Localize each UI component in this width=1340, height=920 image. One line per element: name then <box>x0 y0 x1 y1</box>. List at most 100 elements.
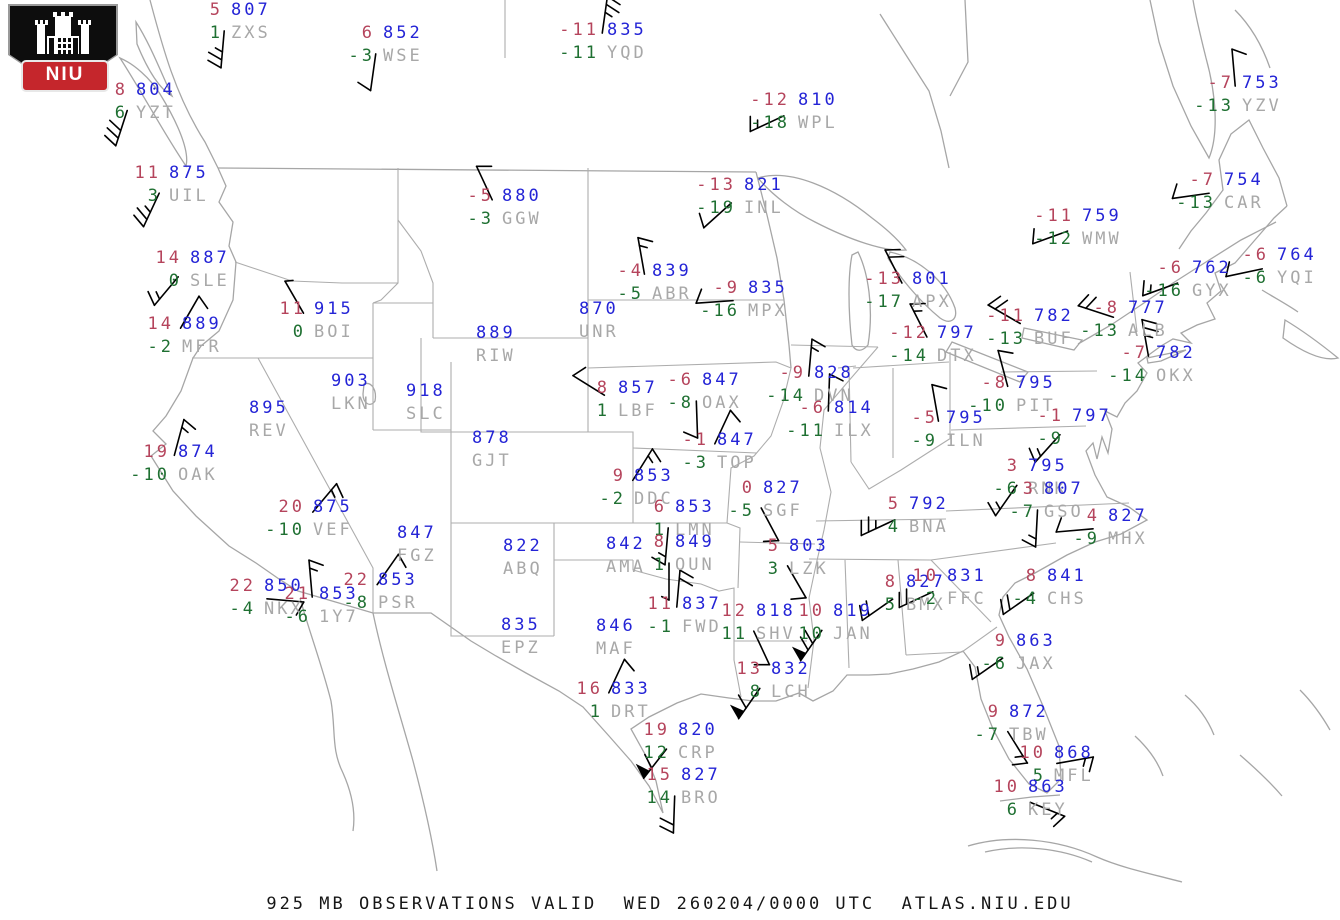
station-height: 903 <box>331 371 371 391</box>
coastlines <box>118 0 1340 883</box>
station-dewpoint: 11 <box>721 624 748 644</box>
station-id: BMX <box>906 595 946 615</box>
station-height: 827 <box>906 572 946 592</box>
station-dewpoint: 4 <box>887 517 901 537</box>
station-plot-bna: 5 792 4 BNA <box>855 493 967 539</box>
station-id: ILX <box>834 421 874 441</box>
station-temperature: 15 <box>646 765 673 785</box>
station-plot-bmx: 8 827 5 BMX <box>852 571 964 617</box>
wind-barb-pit <box>997 349 1014 388</box>
station-temperature: 13 <box>736 659 763 679</box>
station-plot-unr: 870 UNR <box>525 298 637 344</box>
station-id: DRT <box>611 702 651 722</box>
station-height: 835 <box>607 20 647 40</box>
station-dewpoint: -11 <box>786 421 826 441</box>
station-height: 874 <box>178 442 218 462</box>
station-height: 842 <box>606 534 646 554</box>
station-id: UNR <box>579 322 619 342</box>
station-plot-abq: 822 ABQ <box>449 535 561 581</box>
station-id: UIL <box>169 186 209 206</box>
station-dewpoint: -14 <box>1108 366 1148 386</box>
wind-barb-wse <box>357 53 377 92</box>
station-height: 819 <box>833 601 873 621</box>
station-height: 782 <box>1034 306 1074 326</box>
station-plot-drt: 16 833 1 DRT <box>557 678 669 724</box>
wind-barb-alb <box>1077 294 1115 319</box>
station-plot-chs: 8 841 -4 CHS <box>993 565 1105 611</box>
station-id: RIW <box>476 346 516 366</box>
station-plot-crp: 19 820 12 CRP <box>624 719 736 765</box>
station-id: FGZ <box>397 546 437 566</box>
station-temperature: 10 <box>1019 743 1046 763</box>
wind-barb-sgf <box>760 507 780 543</box>
station-plot-alb: -8 777 -13 ALB <box>1074 297 1186 343</box>
station-dewpoint: -5 <box>728 501 755 521</box>
station-plot-tbw: 9 872 -7 TBW <box>955 701 1067 747</box>
station-height: 832 <box>771 659 811 679</box>
station-id: NKX <box>264 599 304 619</box>
station-height: 868 <box>1054 743 1094 763</box>
wind-barb-1y7 <box>308 559 324 598</box>
station-dewpoint: -11 <box>559 43 599 63</box>
wind-barb-lzk <box>786 564 807 600</box>
station-plot-oax: -6 847 -8 OAX <box>648 369 760 415</box>
station-temperature <box>447 614 493 637</box>
station-dewpoint: 6 <box>1006 800 1020 820</box>
station-id: OKX <box>1156 366 1196 386</box>
station-dewpoint: -10 <box>130 465 170 485</box>
wind-barb-wmw <box>1031 227 1069 245</box>
wind-barb-jan <box>791 629 823 662</box>
station-height: 795 <box>946 408 986 428</box>
station-height: 870 <box>579 299 619 319</box>
station-height: 835 <box>748 278 788 298</box>
station-temperature: 20 <box>278 497 305 517</box>
station-id: YZT <box>136 103 176 123</box>
station-plot-lkn: 903 LKN <box>277 370 389 416</box>
station-dewpoint: -16 <box>700 301 740 321</box>
wind-barb-abr <box>637 236 654 275</box>
station-id: LKN <box>331 394 371 414</box>
station-id: INL <box>744 198 784 218</box>
station-dewpoint: 3 <box>147 186 161 206</box>
wind-barb-sle <box>147 276 180 307</box>
station-plot-lmn: 6 853 1 LMN <box>621 496 733 542</box>
station-dewpoint: 1 <box>653 555 667 575</box>
wind-barb-apx <box>884 248 905 284</box>
station-dewpoint <box>418 450 464 473</box>
wind-barb-chs <box>999 592 1035 616</box>
station-id: GSO <box>1044 502 1084 522</box>
station-plot-yqd: -11 835 -11 YQD <box>553 19 665 65</box>
station-dewpoint: 0 <box>292 322 306 342</box>
station-dewpoint: -6 <box>981 654 1008 674</box>
station-id: LCH <box>771 682 811 702</box>
station-plot-boi: 11 915 0 BOI <box>260 298 372 344</box>
station-height: 828 <box>814 363 854 383</box>
station-temperature: 22 <box>229 576 256 596</box>
station-plot-gso: 3 807 -7 GSO <box>990 478 1102 524</box>
station-id: MFL <box>1054 766 1094 786</box>
station-plot-mfr: 14 889 -2 MFR <box>128 313 240 359</box>
station-plot-bro: 15 827 14 BRO <box>627 764 739 810</box>
station-dewpoint: 1 <box>596 401 610 421</box>
station-plot-mhx: 4 827 -9 MHX <box>1054 505 1166 551</box>
station-height: 797 <box>937 323 977 343</box>
station-id: 1Y7 <box>319 607 359 627</box>
station-id: BUF <box>1034 329 1074 349</box>
station-dewpoint <box>552 556 598 579</box>
station-dewpoint: -3 <box>682 453 709 473</box>
station-plot-ggw: -5 880 -3 GGW <box>448 185 560 231</box>
station-id: MPX <box>748 301 788 321</box>
station-plot-yzv: -7 753 -13 YZV <box>1188 72 1300 118</box>
station-temperature: -11 <box>559 20 599 40</box>
wind-barb-jax <box>968 657 1004 681</box>
station-temperature: -8 <box>1093 298 1120 318</box>
station-height: 753 <box>1242 73 1282 93</box>
station-dewpoint: -1 <box>647 617 674 637</box>
station-temperature <box>195 397 241 420</box>
station-dewpoint: -6 <box>284 607 311 627</box>
station-plot-lzk: 5 803 3 LZK <box>735 535 847 581</box>
station-plot-wmw: -11 759 -12 WMW <box>1028 205 1140 251</box>
station-id: TOP <box>717 453 757 473</box>
wind-barb-oax <box>682 400 699 439</box>
